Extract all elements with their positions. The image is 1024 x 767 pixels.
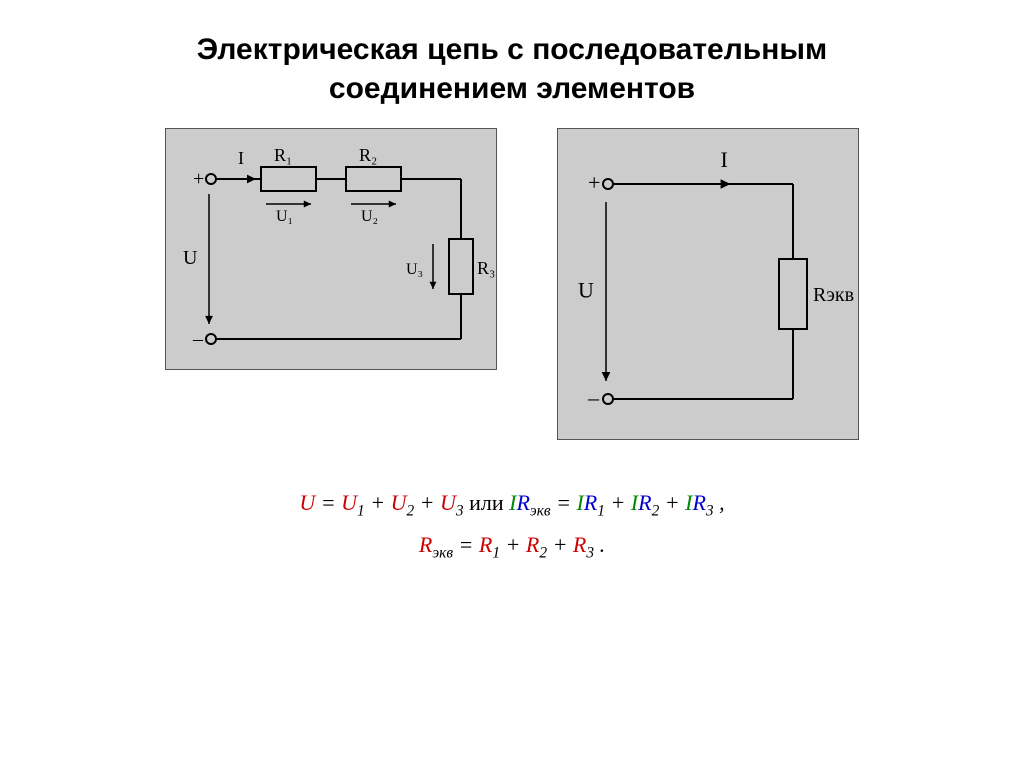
svg-text:R₁: R₁ — [274, 145, 292, 165]
svg-text:–: – — [587, 385, 600, 410]
svg-text:U₁: U₁ — [276, 208, 293, 225]
svg-text:I: I — [238, 148, 244, 168]
circuit-right-panel: + – I Rэкв U — [557, 128, 859, 440]
svg-text:Rэкв: Rэкв — [813, 284, 854, 306]
title-line1: Электрическая цепь с последовательным — [0, 30, 1024, 69]
formula-voltage: U = U1 + U2 + U3 или IRэкв = IR1 + IR2 +… — [0, 490, 1024, 520]
circuit-left-svg: + – I R₁ U₁ R₂ U₂ R₃ U₃ U — [166, 129, 496, 369]
svg-text:U₃: U₃ — [406, 261, 423, 278]
circuit-left-panel: + – I R₁ U₁ R₂ U₂ R₃ U₃ U — [165, 128, 497, 370]
svg-text:U: U — [578, 278, 594, 303]
svg-text:+: + — [588, 170, 600, 195]
formula-resistance: Rэкв = R1 + R2 + R3 . — [0, 532, 1024, 562]
svg-text:R₂: R₂ — [359, 145, 377, 165]
diagram-row: + – I R₁ U₁ R₂ U₂ R₃ U₃ U + – I Rэкв U — [0, 128, 1024, 440]
circuit-right-svg: + – I Rэкв U — [558, 129, 858, 439]
svg-text:I: I — [721, 147, 728, 172]
title-line2: соединением элементов — [0, 69, 1024, 108]
svg-text:+: + — [193, 168, 204, 190]
svg-text:–: – — [192, 328, 204, 350]
svg-text:U₂: U₂ — [361, 208, 378, 225]
formula-block: U = U1 + U2 + U3 или IRэкв = IR1 + IR2 +… — [0, 490, 1024, 563]
svg-text:U: U — [183, 247, 198, 269]
page-title: Электрическая цепь с последовательным со… — [0, 0, 1024, 108]
svg-text:R₃: R₃ — [477, 258, 495, 278]
